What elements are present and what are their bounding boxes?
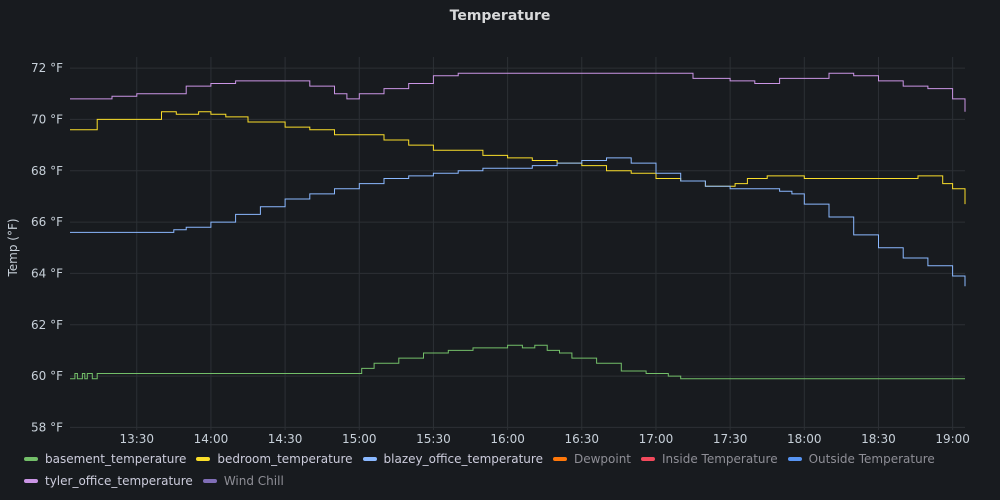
x-tick-label: 17:30	[713, 432, 748, 445]
legend-item-basement-temperature[interactable]: basement_temperature	[24, 452, 186, 466]
y-axis-label: Temp (°F)	[6, 218, 20, 277]
legend-item-tyler-office-temperature[interactable]: tyler_office_temperature	[24, 474, 193, 488]
x-axis-ticks: 13:30 14:00 14:30 15:00 15:30 16:00 16:30 17:00…	[119, 432, 969, 445]
legend-item-bedroom-temperature[interactable]: bedroom_temperature	[196, 452, 353, 466]
y-tick-label: 68 °F	[31, 164, 63, 178]
legend-item-outside-temperature[interactable]: Outside Temperature	[787, 452, 935, 466]
legend-item-inside-temperature[interactable]: Inside Temperature	[641, 452, 778, 466]
x-tick-label: 16:30	[564, 432, 599, 445]
x-tick-label: 15:00	[342, 432, 377, 445]
legend-item-wind-chill[interactable]: Wind Chill	[202, 474, 284, 488]
series-lines	[70, 72, 966, 380]
legend-swatch	[24, 479, 38, 483]
y-tick-label: 58 °F	[31, 420, 63, 434]
legend-swatch	[24, 457, 38, 461]
legend-label: tyler_office_temperature	[45, 474, 193, 488]
x-tick-label: 14:00	[194, 432, 229, 445]
x-tick-label: 19:00	[935, 432, 970, 445]
chart-title: Temperature	[449, 8, 551, 24]
series-line-bedroom-temperature[interactable]	[70, 111, 966, 205]
y-tick-label: 64 °F	[31, 266, 63, 280]
x-tick-label: 16:00	[490, 432, 525, 445]
legend-label: Outside Temperature	[808, 452, 935, 466]
legend-swatch	[196, 457, 211, 461]
y-tick-label: 62 °F	[31, 318, 63, 332]
series-line-tyler-office-temperature[interactable]	[70, 72, 966, 112]
legend-swatch	[202, 479, 217, 483]
x-tick-label: 18:30	[861, 432, 896, 445]
chart-canvas[interactable]: 58 °F 60 °F 62 °F 64 °F 66 °F 68 °F 70 °F 72 °F…	[0, 0, 1000, 445]
legend: basement_temperature bedroom_temperature b…	[24, 448, 984, 492]
series-line-basement-temperature[interactable]	[70, 344, 965, 380]
y-tick-label: 72 °F	[31, 61, 63, 75]
legend-row: tyler_office_temperature Wind Chill	[24, 470, 984, 492]
y-axis-ticks: 58 °F 60 °F 62 °F 64 °F 66 °F 68 °F 70 °F 72 °F	[31, 61, 63, 434]
y-tick-label: 66 °F	[31, 215, 63, 229]
legend-swatch	[362, 457, 377, 461]
legend-label: Inside Temperature	[662, 452, 778, 466]
legend-label: blazey_office_temperature	[383, 452, 543, 466]
x-tick-label: 13:30	[119, 432, 154, 445]
x-tick-label: 14:30	[268, 432, 303, 445]
legend-swatch	[787, 457, 802, 461]
legend-item-blazey-office-temperature[interactable]: blazey_office_temperature	[362, 452, 543, 466]
grid	[70, 57, 965, 430]
legend-label: bedroom_temperature	[217, 452, 353, 466]
series-line-blazey-office-temperature[interactable]	[70, 157, 966, 287]
legend-label: Wind Chill	[223, 474, 284, 488]
legend-row: basement_temperature bedroom_temperature b…	[24, 448, 984, 470]
x-tick-label: 15:30	[416, 432, 451, 445]
x-tick-label: 17:00	[639, 432, 674, 445]
legend-label: basement_temperature	[45, 452, 187, 466]
legend-swatch	[641, 457, 656, 461]
y-tick-label: 60 °F	[31, 369, 63, 383]
y-tick-label: 70 °F	[31, 112, 63, 126]
x-tick-label: 18:00	[787, 432, 822, 445]
legend-item-dewpoint[interactable]: Dewpoint	[552, 452, 632, 466]
legend-swatch	[552, 457, 567, 461]
legend-label: Dewpoint	[573, 452, 632, 466]
